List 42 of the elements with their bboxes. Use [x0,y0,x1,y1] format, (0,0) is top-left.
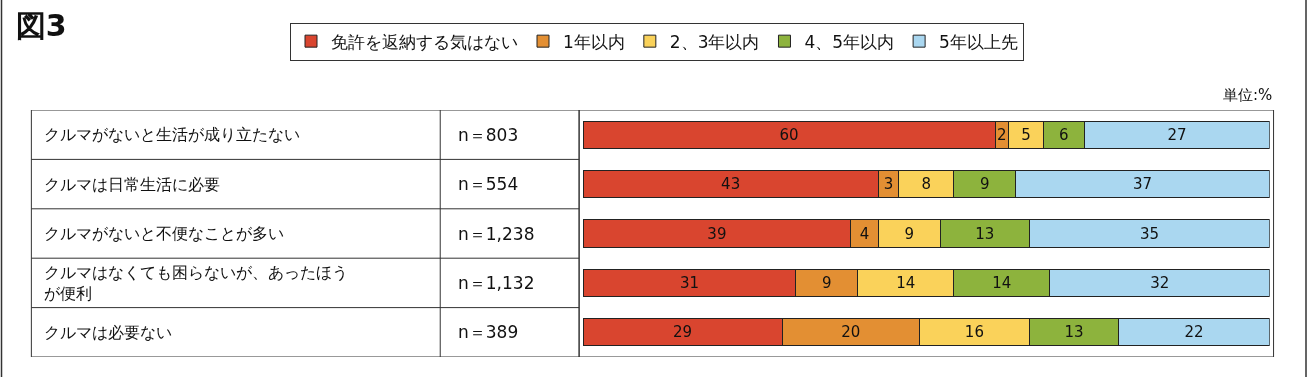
data-label: 32 [1150,273,1170,292]
y-tick-label: クルマは日常生活に必要 [44,175,220,194]
y-tick-label: クルマは必要ない [44,323,172,342]
legend-label: 免許を返納する気はない [331,31,518,52]
data-label: 13 [975,224,995,243]
data-label: 22 [1184,323,1204,342]
data-label: 35 [1139,224,1160,243]
text: n＝389 [458,322,519,342]
text: n＝1,238 [458,224,535,244]
data-label: 9 [822,273,832,292]
data-label: 5 [1021,125,1031,144]
data-label: 60 [779,125,799,144]
text: 図3 [15,8,67,44]
data-label: 39 [707,224,727,243]
legend-label: 5年以上先 [939,31,1018,52]
data-label: 6 [1058,125,1069,144]
data-label: 29 [673,323,693,342]
data-label: 9 [904,224,914,243]
y-tick-label: クルマがないと生活が成り立たない [44,125,300,144]
data-label: 4 [859,224,870,243]
data-label: 9 [979,175,990,194]
data-label: 13 [1064,323,1084,342]
legend-label: 4、5年以内 [804,31,895,52]
data-label: 43 [721,175,741,194]
y-tick-label: クルマがないと不便なことが多い [44,224,284,243]
data-label: 27 [1167,125,1187,144]
text: n＝803 [458,125,519,145]
legend-label: 2、3年以内 [669,31,760,52]
data-label: 37 [1133,175,1153,194]
legend-label: 1年以内 [563,31,625,52]
data-label: 31 [679,273,699,292]
text: n＝1,132 [458,273,535,293]
data-label: 14 [896,273,916,292]
y-tick-label: クルマはなくても困らないが、あったほうが便利 [44,263,348,303]
text: 単位:% [1223,86,1273,104]
data-label: 3 [883,175,894,194]
data-label: 14 [992,273,1012,292]
data-label: 20 [841,323,861,342]
data-label: 8 [921,175,932,194]
data-label: 2 [997,125,1007,144]
text: n＝554 [458,174,519,194]
data-label: 16 [964,323,984,342]
